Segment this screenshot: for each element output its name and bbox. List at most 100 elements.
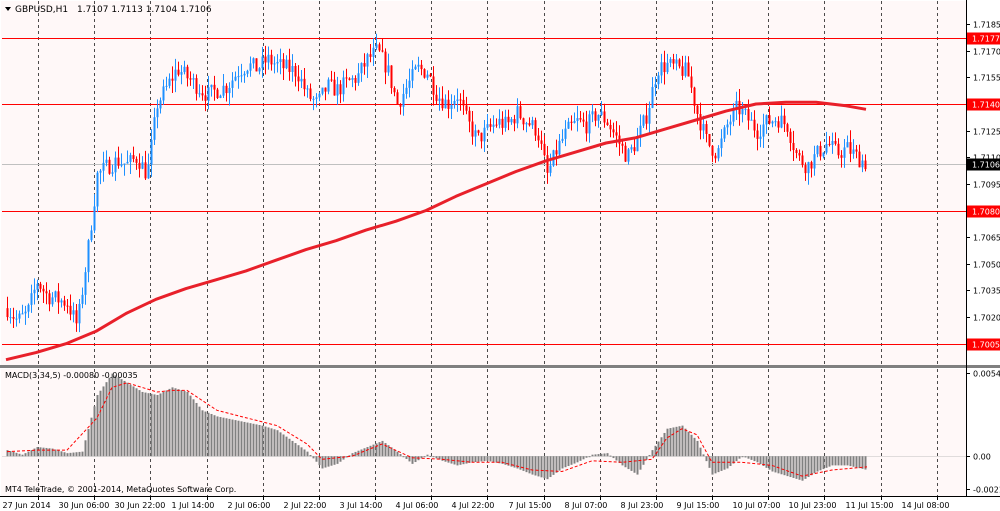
histogram-bar	[696, 440, 699, 457]
histogram-bar	[396, 451, 399, 457]
candle-bull	[78, 303, 81, 324]
histogram-bar	[813, 456, 816, 474]
candle-bear	[117, 157, 120, 166]
histogram-bar	[507, 456, 510, 466]
histogram-bar	[690, 434, 693, 457]
histogram-bar	[117, 377, 120, 457]
candle-bear	[696, 105, 699, 115]
histogram-bar	[852, 456, 855, 467]
histogram-bar	[333, 456, 336, 465]
candle-bear	[837, 143, 840, 156]
candle-bull	[252, 58, 255, 64]
candle-bull	[741, 109, 744, 115]
histogram-bar	[111, 373, 114, 457]
histogram-bar	[219, 417, 222, 457]
indicator-axis: 0.00546 0.00 -0.00213	[966, 370, 1000, 495]
candle-bull	[366, 54, 369, 67]
candle-bear	[606, 122, 609, 125]
histogram-bar	[261, 425, 264, 457]
histogram-bar	[399, 454, 402, 457]
histogram-bar	[270, 428, 273, 457]
histogram-bar	[426, 454, 429, 457]
candle-bull	[207, 87, 210, 101]
candle-bull	[150, 139, 153, 165]
histogram-bar	[174, 388, 177, 457]
histogram-bar	[744, 456, 747, 458]
candle-bear	[42, 288, 45, 292]
candle-bear	[354, 78, 357, 83]
candle-bear	[555, 150, 558, 155]
candle-bear	[609, 124, 612, 130]
histogram-bar	[81, 451, 84, 457]
candle-bull	[531, 120, 534, 126]
candle-bull	[723, 127, 726, 139]
candle-bear	[795, 150, 798, 154]
histogram-bar	[6, 450, 9, 457]
histogram-bar	[522, 456, 525, 471]
candle-bull	[732, 108, 735, 122]
candle-bull	[315, 97, 318, 99]
histogram-bar	[294, 443, 297, 457]
candle-bull	[357, 73, 360, 83]
histogram-bar	[675, 426, 678, 457]
candle-bull	[456, 99, 459, 102]
candle-bull	[237, 76, 240, 78]
candle-bull	[162, 86, 165, 101]
histogram-bar	[807, 456, 810, 478]
candle-bear	[189, 78, 192, 80]
histogram-bar	[756, 456, 759, 463]
histogram-bar	[342, 456, 345, 460]
histogram-bar	[114, 375, 117, 457]
histogram-bar	[54, 449, 57, 457]
ohlc-values: 1.7107 1.7113 1.7104 1.7106	[77, 5, 212, 15]
candle-bull	[21, 313, 24, 315]
candle-bull	[219, 95, 222, 99]
candle-bear	[546, 155, 549, 173]
histogram-bar	[459, 456, 462, 465]
time-axis: 27 Jun 2014 30 Jun 06:00 30 Jun 22:00 1 Jul…	[3, 496, 950, 510]
candle-bull	[90, 230, 93, 241]
candle-bull	[327, 79, 330, 92]
candle-bull	[246, 70, 249, 74]
histogram-bar	[87, 428, 90, 457]
candle-bear	[513, 119, 516, 124]
candle-bull	[114, 157, 117, 173]
histogram-bar	[717, 456, 720, 473]
candle-bull	[126, 161, 129, 164]
candle-bull	[807, 162, 810, 174]
histogram-bar	[201, 410, 204, 457]
histogram-bar	[369, 445, 372, 457]
candle-bear	[303, 78, 306, 90]
histogram-bar	[492, 456, 495, 463]
histogram-bar	[753, 456, 756, 462]
histogram-bar	[648, 454, 651, 457]
candle-bull	[159, 100, 162, 109]
histogram-bar	[420, 456, 423, 459]
time-tick-label: 2 Jul 06:00	[228, 501, 271, 510]
candle-bull	[486, 124, 489, 128]
candle-bear	[753, 119, 756, 131]
candle-bull	[561, 138, 564, 141]
candle-bull	[639, 125, 642, 138]
main-pane-background[interactable]	[1, 1, 966, 365]
candle-bear	[495, 124, 498, 126]
candle-bull	[825, 143, 828, 153]
histogram-bar	[303, 449, 306, 457]
histogram-bar	[414, 456, 417, 463]
candle-bull	[669, 59, 672, 63]
histogram-bar	[510, 456, 513, 467]
candle-bear	[768, 115, 771, 124]
candle-bear	[363, 63, 366, 67]
candle-bear	[801, 155, 804, 166]
histogram-bar	[96, 395, 99, 457]
chart-menu-triangle-icon[interactable]	[5, 7, 11, 11]
histogram-bar	[429, 455, 432, 457]
histogram-bar	[75, 452, 78, 457]
histogram-bar	[360, 449, 363, 457]
histogram-bar	[324, 456, 327, 468]
candle-bull	[141, 162, 144, 169]
time-tick-label: 14 Jul 08:00	[902, 501, 950, 510]
candle-bear	[582, 119, 585, 122]
histogram-bar	[816, 456, 819, 472]
candle-bull	[249, 63, 252, 71]
